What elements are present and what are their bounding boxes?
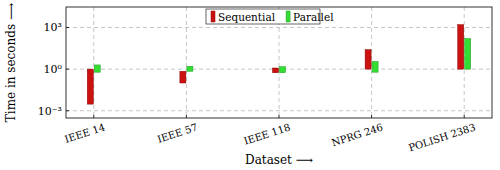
x-tick — [186, 115, 187, 118]
grid-line — [66, 110, 492, 111]
y-tick-label: 10³ — [44, 21, 62, 34]
x-tick — [371, 115, 372, 118]
grid-line — [66, 27, 492, 28]
chart: 10⁻³ 10⁰ 10³ IEEE 14 IEEE 57 IEEE 118 NPRG 246… — [0, 0, 500, 170]
x-tick-label: POLISH 2383 — [407, 121, 477, 153]
bar — [187, 66, 193, 71]
bar — [458, 25, 464, 69]
bar — [465, 39, 471, 70]
grid-line — [66, 69, 492, 70]
y-tick — [66, 110, 69, 111]
legend-swatch — [286, 11, 290, 22]
y-axis-label: Time in seconds ⟶ — [4, 3, 18, 122]
y-tick-label: 10⁻³ — [38, 105, 62, 118]
x-tick-label: IEEE 14 — [63, 121, 106, 144]
bars — [87, 25, 470, 104]
y-tick — [66, 69, 69, 70]
y-tick — [66, 27, 69, 28]
grid-line-x — [186, 7, 187, 118]
bar — [180, 71, 186, 83]
bar — [87, 69, 93, 104]
legend-swatch — [211, 11, 215, 22]
x-tick-label: NPRG 246 — [330, 121, 384, 148]
x-tick — [464, 115, 465, 118]
legend-label: Parallel — [293, 11, 334, 23]
bar — [372, 62, 378, 73]
x-tick-label: IEEE 57 — [156, 121, 199, 144]
bar — [280, 67, 286, 73]
legend: Sequential Parallel — [206, 9, 334, 24]
legend-label: Sequential — [218, 11, 276, 23]
bar — [365, 50, 371, 69]
y-tick-label: 10⁰ — [44, 63, 63, 76]
x-axis-label: Dataset ⟶ — [245, 153, 313, 167]
bar — [94, 65, 100, 72]
x-tick — [93, 115, 94, 118]
bar — [273, 68, 279, 73]
x-tick-label: IEEE 118 — [242, 121, 291, 146]
plot-frame — [66, 7, 492, 118]
x-tick — [279, 115, 280, 118]
